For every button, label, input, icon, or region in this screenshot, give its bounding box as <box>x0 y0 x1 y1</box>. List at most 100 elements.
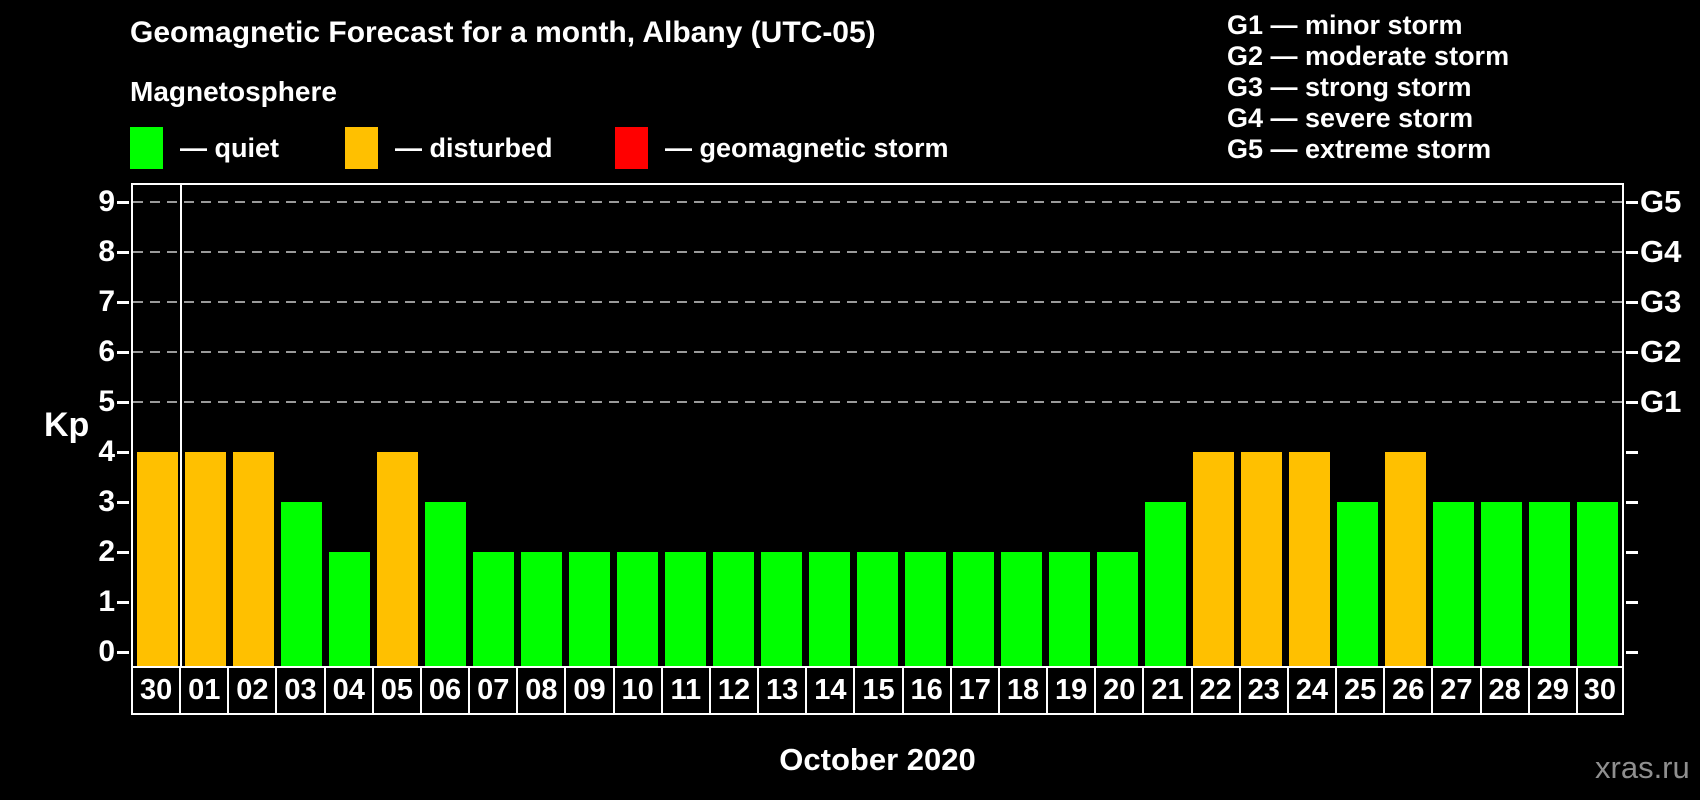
bar-day-29 <box>1529 502 1571 666</box>
g5-legend-line: G5 — extreme storm <box>1227 134 1492 164</box>
right-axis-tick-5 <box>1626 401 1638 404</box>
day-label-03: 03 <box>275 666 326 715</box>
bar-day-17 <box>953 552 995 666</box>
bar-day-30 <box>136 452 178 666</box>
right-axis-tick-7 <box>1626 301 1638 304</box>
day-label-19: 19 <box>1046 666 1097 715</box>
day-label-15: 15 <box>853 666 904 715</box>
day-label-06: 06 <box>419 666 471 715</box>
day-label-02: 02 <box>227 666 278 715</box>
bar-day-26 <box>1385 452 1427 666</box>
bar-day-21 <box>1145 502 1187 666</box>
g-level-label-G2: G2 <box>1640 334 1682 369</box>
day-label-07: 07 <box>468 666 519 715</box>
left-axis-tick-3 <box>117 501 129 504</box>
watermark: xras.ru <box>1595 750 1690 785</box>
day-label-27: 27 <box>1431 666 1482 715</box>
day-label-23: 23 <box>1238 666 1289 715</box>
bar-day-07 <box>472 552 514 666</box>
left-axis-tick-9 <box>117 201 129 204</box>
magnetosphere-label: Magnetosphere <box>130 76 337 107</box>
g4-legend-line: G4 — severe storm <box>1227 103 1474 133</box>
quiet-label: — quiet <box>180 132 279 163</box>
day-label-20: 20 <box>1094 666 1145 715</box>
gridline-kp9 <box>133 201 1622 203</box>
right-axis-tick-3 <box>1626 501 1638 504</box>
y-tick-label-8: 8 <box>98 235 115 268</box>
day-label-05: 05 <box>371 666 422 715</box>
left-axis-tick-0 <box>117 651 129 654</box>
left-axis-tick-2 <box>117 551 129 554</box>
y-tick-label-7: 7 <box>98 285 115 318</box>
chart-title: Geomagnetic Forecast for a month, Albany… <box>130 16 876 49</box>
day-label-25: 25 <box>1335 666 1386 715</box>
day-label-17: 17 <box>949 666 1000 715</box>
day-label-12: 12 <box>708 666 760 715</box>
bar-day-12 <box>712 552 754 666</box>
left-axis-tick-1 <box>117 601 129 604</box>
disturbed-label: — disturbed <box>395 132 553 163</box>
left-axis-tick-7 <box>117 301 129 304</box>
bar-day-03 <box>280 502 322 666</box>
y-tick-label-2: 2 <box>98 535 115 568</box>
g-level-label-G3: G3 <box>1640 284 1682 319</box>
bar-day-10 <box>616 552 658 666</box>
bar-day-09 <box>568 552 610 666</box>
day-label-24: 24 <box>1286 666 1338 715</box>
day-label-29: 29 <box>1527 666 1578 715</box>
bar-day-20 <box>1097 552 1139 666</box>
bar-day-24 <box>1289 452 1331 666</box>
day-label-28: 28 <box>1479 666 1530 715</box>
storm-label: — geomagnetic storm <box>665 132 949 163</box>
right-axis-tick-1 <box>1626 601 1638 604</box>
quiet-color-swatch <box>130 127 163 169</box>
gridline-kp6 <box>133 351 1622 353</box>
bar-day-05 <box>376 452 418 666</box>
gridline-kp5 <box>133 401 1622 403</box>
g3-legend-line: G3 — strong storm <box>1227 72 1472 102</box>
legend-item-storm: — geomagnetic storm <box>615 127 949 169</box>
bar-day-13 <box>760 552 802 666</box>
y-tick-label-3: 3 <box>98 485 115 518</box>
g-level-label-G4: G4 <box>1640 234 1682 269</box>
y-tick-label-5: 5 <box>98 385 115 418</box>
day-label-21: 21 <box>1142 666 1193 715</box>
day-label-18: 18 <box>997 666 1049 715</box>
day-label-08: 08 <box>516 666 567 715</box>
day-label-30: 30 <box>1575 666 1624 715</box>
g-level-label-G5: G5 <box>1640 184 1682 219</box>
day-label-30-prev-month: 30 <box>131 666 182 715</box>
g-level-label-G1: G1 <box>1640 384 1682 419</box>
bar-day-28 <box>1481 502 1523 666</box>
bar-day-11 <box>664 552 706 666</box>
day-label-16: 16 <box>901 666 952 715</box>
y-tick-label-1: 1 <box>98 585 115 618</box>
right-axis-tick-8 <box>1626 251 1638 254</box>
day-label-26: 26 <box>1383 666 1434 715</box>
bar-day-14 <box>808 552 850 666</box>
bar-day-04 <box>328 552 370 666</box>
bar-day-23 <box>1241 452 1283 666</box>
legend-item-quiet: — quiet <box>130 127 279 169</box>
bar-day-02 <box>232 452 274 666</box>
x-axis-day-labels: 30 01 02 03 04 05 06 07 08 09 10 11 12 13 14 15 16 17 18 19… <box>131 666 1624 715</box>
right-axis-tick-0 <box>1626 651 1638 654</box>
bar-day-27 <box>1433 502 1475 666</box>
disturbed-color-swatch <box>345 127 378 169</box>
bar-day-08 <box>520 552 562 666</box>
day-label-01: 01 <box>179 666 230 715</box>
day-label-09: 09 <box>564 666 615 715</box>
right-axis-tick-9 <box>1626 201 1638 204</box>
right-axis-tick-4 <box>1626 451 1638 454</box>
left-axis-tick-6 <box>117 351 129 354</box>
storm-scale-legend: G1 — minor storm G2 — moderate storm G3 … <box>1227 10 1509 165</box>
left-axis-tick-8 <box>117 251 129 254</box>
plot-area <box>117 183 1638 668</box>
bar-day-06 <box>424 502 466 666</box>
right-axis-tick-2 <box>1626 551 1638 554</box>
day-label-13: 13 <box>757 666 808 715</box>
day-label-14: 14 <box>805 666 856 715</box>
bar-day-15 <box>856 552 898 666</box>
x-axis-title: October 2020 <box>779 742 976 777</box>
